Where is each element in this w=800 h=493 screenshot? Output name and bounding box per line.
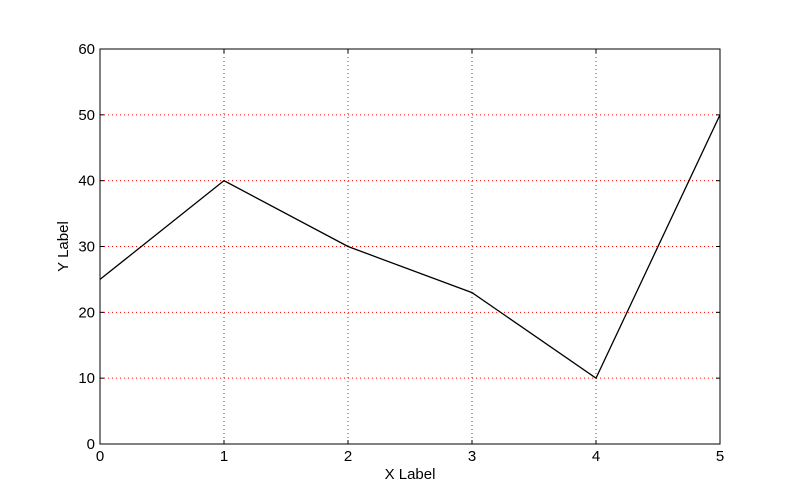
y-tick-label: 20 xyxy=(78,304,95,321)
x-tick-label: 1 xyxy=(220,448,228,465)
series-line-1 xyxy=(99,114,721,380)
series-layer xyxy=(99,114,721,380)
tick-marks xyxy=(99,48,721,445)
x-tick-label: 4 xyxy=(592,448,600,465)
grid-lines xyxy=(100,49,720,444)
y-tick-label: 40 xyxy=(78,173,95,190)
x-tick-label: 0 xyxy=(96,448,104,465)
x-axis-label: X Label xyxy=(385,466,436,483)
x-tick-label: 5 xyxy=(716,448,724,465)
y-tick-label: 30 xyxy=(78,239,95,256)
x-tick-label: 3 xyxy=(468,448,476,465)
y-tick-label: 10 xyxy=(78,370,95,387)
y-tick-label: 0 xyxy=(87,436,95,453)
y-tick-label: 50 xyxy=(78,107,95,124)
y-tick-label: 60 xyxy=(78,41,95,58)
y-axis-label: Y Label xyxy=(55,221,72,272)
x-tick-label: 2 xyxy=(344,448,352,465)
